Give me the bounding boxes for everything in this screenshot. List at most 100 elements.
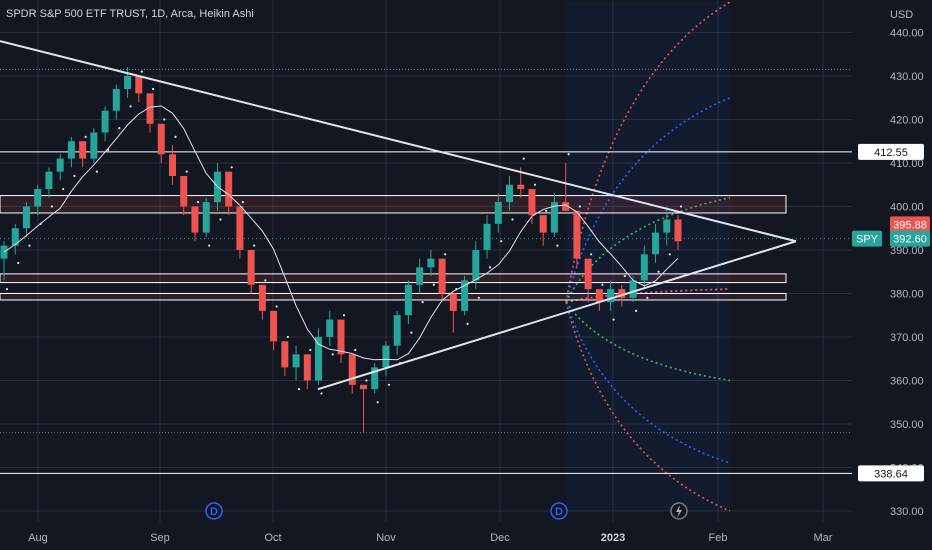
dividend-icon: D	[205, 502, 223, 520]
psar-dot	[623, 274, 626, 278]
candle-body	[506, 184, 513, 203]
psar-dot	[275, 305, 278, 308]
psar-dot	[455, 288, 458, 291]
psar-dot	[286, 335, 289, 339]
psar-dot	[365, 379, 368, 382]
price-tick-label: 420.00	[890, 114, 924, 126]
psar-dot	[410, 331, 413, 334]
psar-dot	[444, 253, 447, 256]
candle-body	[550, 202, 558, 233]
candle-body	[674, 219, 682, 242]
psar-dot	[264, 279, 267, 282]
cone-arc	[565, 196, 731, 303]
candle-body	[157, 123, 165, 155]
candle-body	[67, 141, 75, 159]
support-resistance-zone	[0, 292, 787, 301]
cone-arc	[565, 301, 731, 464]
psar-dot	[477, 296, 480, 299]
last-high-tag-bg	[890, 216, 930, 233]
candle-body	[326, 319, 334, 337]
psar-dot	[320, 392, 323, 395]
psar-dot	[196, 201, 200, 204]
candle-body	[607, 289, 615, 303]
candle-body	[652, 232, 660, 255]
psar-dot	[342, 314, 346, 317]
time-tick-label: Feb	[709, 532, 728, 544]
psar-dot	[590, 253, 593, 256]
psar-dot	[241, 201, 244, 204]
psar-dot	[556, 244, 559, 247]
time-tick-label: 2023	[601, 532, 625, 544]
candle-body	[438, 258, 446, 294]
candle-body	[337, 319, 345, 355]
psar-dot	[511, 218, 514, 221]
psar-dot	[5, 288, 9, 291]
candle-body	[112, 89, 120, 111]
candle-body	[595, 289, 603, 303]
marker-label: D	[555, 506, 563, 518]
candle-body	[45, 171, 53, 190]
candle-body	[292, 354, 300, 368]
currency-label: USD	[890, 9, 913, 21]
psar-dot	[432, 283, 435, 286]
price-tick-label: 330.00	[890, 506, 924, 518]
psar-dot	[62, 187, 65, 191]
earnings-bolt-icon	[670, 502, 688, 520]
marker-ring	[550, 502, 568, 520]
psar-dot	[354, 348, 357, 352]
price-tick-label: 400.00	[890, 201, 924, 213]
level-high-tag: 412.55	[874, 147, 908, 159]
descending-trendline	[0, 40, 797, 243]
candle-body	[258, 284, 266, 311]
candle-body	[348, 354, 356, 385]
psar-dot	[253, 244, 256, 247]
support-resistance-zone	[0, 195, 787, 214]
psar-dot	[208, 244, 211, 247]
price-axis-bg	[852, 0, 932, 522]
level-low-tag-bg	[858, 465, 924, 482]
last-high-tag: 395.88	[893, 219, 927, 231]
candle-body	[180, 176, 188, 207]
candle-body	[663, 219, 671, 233]
candle-body	[202, 202, 210, 233]
support-resistance-zone	[0, 273, 787, 284]
psar-dot	[601, 283, 604, 286]
candle-body	[416, 267, 424, 285]
psar-dot	[140, 70, 143, 73]
candle-body	[573, 210, 581, 259]
candle-body	[494, 202, 502, 224]
psar-dot	[185, 170, 188, 173]
price-tick-label: 370.00	[890, 332, 924, 344]
psar-dot	[73, 174, 76, 178]
time-axis[interactable]: Aug Sep Oct Nov Dec 2023 Feb Mar	[28, 532, 833, 544]
candle-body	[404, 284, 412, 316]
candle-body	[34, 189, 42, 207]
psar-dot	[331, 353, 334, 356]
psar-dot	[129, 105, 132, 108]
time-tick-label: Aug	[28, 532, 48, 544]
price-axis[interactable]: USD330.00340.00350.00360.00370.00380.003…	[852, 0, 932, 522]
symbol-tag-bg	[852, 230, 882, 247]
candle-body	[191, 206, 199, 233]
time-tick-label: Oct	[264, 532, 281, 544]
candle-body	[270, 310, 278, 342]
candle-body	[169, 154, 176, 176]
price-tick-label: 440.00	[890, 27, 924, 39]
grid	[0, 0, 852, 522]
psar-dot	[612, 318, 615, 321]
candle-body	[562, 202, 570, 211]
psar-dot	[309, 348, 312, 352]
psar-dot	[28, 244, 31, 247]
symbol-tag: SPY	[856, 234, 879, 246]
candle-body	[22, 206, 30, 229]
candle-body	[56, 158, 64, 172]
candle-body	[90, 132, 98, 159]
psar-dot	[387, 383, 391, 386]
psar-dot	[118, 127, 121, 130]
price-tick-label: 410.00	[890, 158, 924, 170]
psar-dot	[39, 222, 42, 225]
candle-body	[584, 258, 592, 290]
psar-dot	[17, 261, 20, 265]
